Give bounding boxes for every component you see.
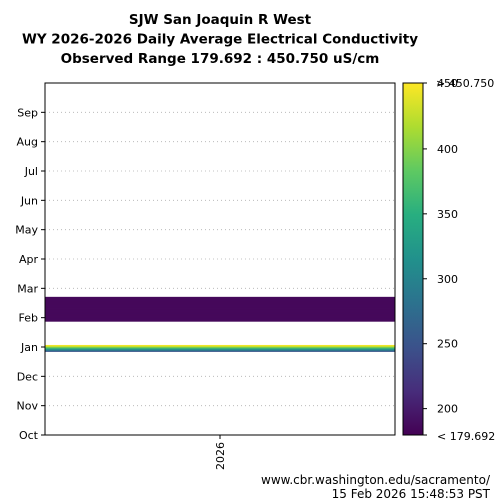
title-line-3: Observed Range 179.692 : 450.750 uS/cm [61,51,380,67]
band-1-cell [45,304,395,307]
y-axis: Oct Nov Dec Jan Feb Mar Apr May Jun Jul Aug Sep [15,106,45,442]
colorbar-tick-label: 300 [437,273,458,286]
band-1-cell [45,306,395,309]
band-1-cell [45,300,395,303]
colorbar-gradient [402,82,424,436]
band-1-cell [45,299,395,302]
chart-title: SJW San Joaquin R West WY 2026-2026 Dail… [22,12,418,67]
x-axis: 2026 [214,435,227,470]
y-tick-label-jan: Jan [20,341,38,354]
band-0-cell [45,344,395,347]
colorbar-tick-label: 250 [437,338,458,351]
band-0-cell [45,349,395,351]
band-1-cell [45,316,395,318]
footer-timestamp: 15 Feb 2026 15:48:53 PST [332,487,491,500]
band-1-cell [45,319,395,321]
band-1-cell [45,310,395,312]
y-tick-label-nov: Nov [17,400,39,413]
band-1-cell [45,297,395,300]
band-1-cell [45,315,395,317]
colorbar-tick-label: 350 [437,208,458,221]
y-tick-label-apr: Apr [19,253,39,266]
band-0-cell [45,348,395,350]
colorbar-min-label: < 179.692 [437,430,495,443]
band-1-cell [45,303,395,306]
band-1-cell [45,296,395,299]
band-1-cell [45,317,395,319]
footer: www.cbr.washington.edu/sacramento/ 15 Fe… [261,473,491,501]
colorbar-top-tick-partial: 450 [437,77,458,90]
band-1-cell [45,302,395,305]
colorbar-max-label: > 450.750 [436,77,494,90]
band-1-cell [45,305,395,308]
band-1-cell [45,309,395,311]
y-tick-label-sep: Sep [17,106,38,119]
band-0-cell [45,350,395,352]
y-tick-label-oct: Oct [19,429,39,442]
y-tick-label-may: May [15,224,38,237]
y-tick-label-jun: Jun [20,194,38,207]
colorbar-ticks: 200 250 300 350 400 450> 450.750 < 179.692 [423,77,495,443]
band-1-cell [45,314,395,316]
band-1-cell [45,320,395,322]
y-tick-label-aug: Aug [17,136,38,149]
y-tick-label-jul: Jul [24,165,38,178]
title-line-2: WY 2026-2026 Daily Average Electrical Co… [22,32,418,48]
y-tick-label-dec: Dec [17,370,38,383]
band-1-cell [45,312,395,314]
band-1-cell [45,313,395,315]
band-1-cell [45,311,395,313]
title-line-1: SJW San Joaquin R West [129,12,312,28]
y-tick-label-mar: Mar [17,282,38,295]
band-0-cell [45,347,395,349]
x-tick-label: 2026 [214,442,227,470]
band-1-cell [45,318,395,320]
band-1-cell [45,298,395,301]
colorbar-tick-label: 200 [437,403,458,416]
band-1-cell [45,307,395,310]
grid-lines [45,111,395,407]
data-bands [45,296,395,352]
band-0-cell [45,346,395,348]
colorbar-tick-label: 400 [437,143,458,156]
band-1-cell [45,301,395,304]
footer-url: www.cbr.washington.edu/sacramento/ [261,473,491,487]
y-tick-label-feb: Feb [19,312,38,325]
colorbar: 200 250 300 350 400 450> 450.750 < 179.692 [402,77,495,443]
